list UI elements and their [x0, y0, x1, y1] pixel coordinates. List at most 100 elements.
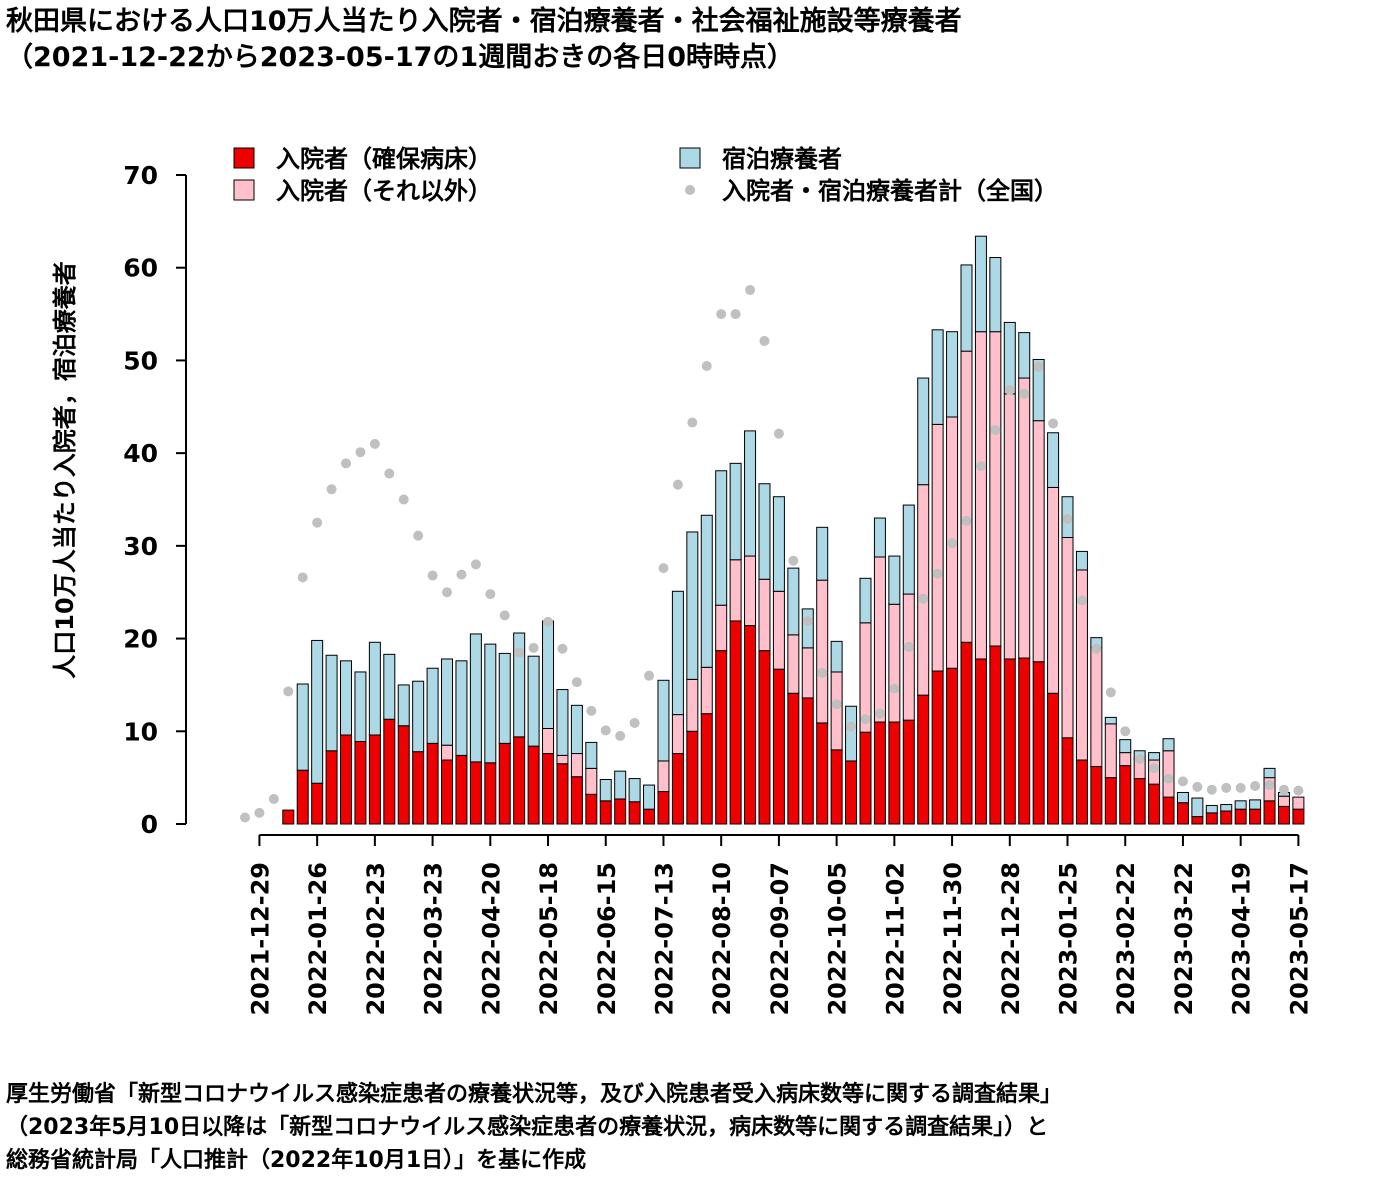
bar-other-47: [917, 484, 930, 696]
national-point-54: [1019, 388, 1030, 399]
bar-secured-33: [715, 650, 728, 825]
bar-secured-10: [383, 718, 396, 825]
bar-other-39: [801, 647, 814, 699]
x-tick-label-17: 2023-04-19: [1228, 862, 1256, 1016]
x-tick-label-11: 2022-11-02: [881, 862, 909, 1016]
bar-secured-57: [1061, 737, 1074, 825]
bar-hotel-31: [686, 531, 699, 680]
national-point-38: [788, 555, 799, 566]
national-point-14: [442, 587, 453, 598]
bar-secured-50: [960, 641, 973, 825]
x-tick-label-16: 2023-03-22: [1170, 862, 1198, 1016]
bar-hotel-20: [527, 655, 540, 747]
bar-hotel-23: [570, 704, 583, 755]
source-line-1: 厚生労働省「新型コロナウイルス感染症患者の療養状況等，及び入院患者受入病床数等に…: [6, 1082, 1063, 1107]
national-point-21: [543, 616, 554, 627]
bar-secured-24: [585, 793, 598, 825]
bar-secured-14: [441, 759, 454, 825]
national-point-63: [1149, 763, 1160, 774]
national-point-73: [1293, 785, 1304, 796]
national-point-72: [1278, 784, 1289, 795]
x-tick-label-3: 2022-03-23: [420, 862, 448, 1016]
bar-hotel-5: [311, 639, 324, 784]
x-tick-label-18: 2023-05-17: [1285, 862, 1313, 1016]
bar-secured-60: [1104, 777, 1117, 825]
bar-secured-56: [1047, 692, 1060, 825]
legend-label-0: 入院者（確保病床）: [276, 145, 492, 173]
bar-hotel-45: [888, 555, 901, 605]
legend-label-3: 入院者・宿泊療養者計（全国）: [722, 177, 1058, 205]
legend-label-2: 宿泊療養者: [722, 145, 842, 173]
bar-secured-51: [974, 658, 987, 825]
national-point-64: [1163, 773, 1174, 784]
bar-secured-70: [1249, 808, 1262, 825]
legend-item-3: 入院者・宿泊療養者計（全国）: [685, 177, 1058, 205]
bar-secured-38: [787, 692, 800, 825]
bar-secured-39: [801, 697, 814, 825]
bar-hotel-50: [960, 264, 973, 352]
national-point-29: [658, 563, 669, 574]
national-point-41: [831, 699, 842, 710]
bar-other-22: [556, 754, 569, 765]
bar-secured-13: [426, 742, 439, 825]
y-tick-label-50: 50: [123, 346, 158, 375]
national-point-11: [398, 494, 409, 505]
national-point-20: [528, 642, 539, 653]
national-point-57: [1062, 513, 1073, 524]
bar-other-14: [441, 744, 454, 761]
bar-secured-25: [599, 800, 612, 825]
bar-secured-4: [296, 769, 309, 825]
bar-secured-41: [830, 749, 843, 825]
bar-hotel-53: [1003, 321, 1016, 395]
x-tick-label-0: 2021-12-29: [246, 862, 274, 1016]
bar-secured-72: [1277, 805, 1290, 825]
bar-other-40: [816, 579, 829, 724]
national-point-33: [716, 309, 727, 320]
bar-hotel-51: [974, 235, 987, 333]
bar-hotel-21: [542, 620, 555, 730]
national-point-35: [745, 284, 756, 295]
bar-other-29: [657, 760, 670, 793]
national-point-25: [600, 725, 611, 736]
title-line-1: 秋田県における人口10万人当たり入院者・宿泊療養者・社会福祉施設等療養者: [6, 6, 962, 37]
bar-other-56: [1047, 486, 1060, 694]
y-tick-label-60: 60: [123, 254, 158, 283]
bar-other-52: [989, 331, 1002, 647]
x-tick-label-7: 2022-07-13: [650, 862, 678, 1016]
x-tick-label-15: 2023-02-22: [1112, 862, 1140, 1016]
bar-hotel-70: [1249, 799, 1262, 810]
bar-hotel-15: [455, 660, 468, 756]
bar-secured-61: [1119, 765, 1132, 825]
bar-hotel-46: [902, 504, 915, 595]
bar-hotel-38: [787, 567, 800, 636]
bar-secured-21: [542, 753, 555, 825]
bar-secured-20: [527, 745, 540, 825]
bar-hotel-58: [1075, 550, 1088, 571]
bar-secured-9: [368, 734, 381, 825]
national-point-68: [1221, 782, 1232, 793]
bar-secured-29: [657, 791, 670, 825]
bar-hotel-8: [354, 671, 367, 742]
bar-secured-69: [1234, 808, 1247, 825]
bar-hotel-48: [931, 329, 944, 425]
national-point-23: [571, 677, 582, 688]
national-point-70: [1250, 780, 1261, 791]
bar-secured-53: [1003, 658, 1016, 825]
bar-secured-11: [397, 725, 410, 825]
bar-secured-42: [845, 760, 858, 825]
bar-secured-73: [1292, 808, 1305, 825]
national-point-37: [773, 428, 784, 439]
bar-hotel-13: [426, 667, 439, 744]
national-point-34: [730, 309, 741, 320]
bar-other-59: [1090, 647, 1103, 768]
bar-other-57: [1061, 537, 1074, 739]
y-tick-label-0: 0: [141, 810, 158, 839]
national-point-0: [240, 812, 250, 823]
bar-hotel-6: [325, 654, 338, 752]
chart-title: 秋田県における人口10万人当たり入院者・宿泊療養者・社会福祉施設等療養者 （20…: [6, 4, 962, 76]
y-axis: 0 10 20 30 40 50 60 70: [123, 161, 187, 839]
bar-other-35: [744, 555, 757, 627]
bar-hotel-67: [1205, 804, 1218, 814]
national-point-46: [903, 641, 914, 652]
bar-hotel-27: [628, 778, 641, 803]
